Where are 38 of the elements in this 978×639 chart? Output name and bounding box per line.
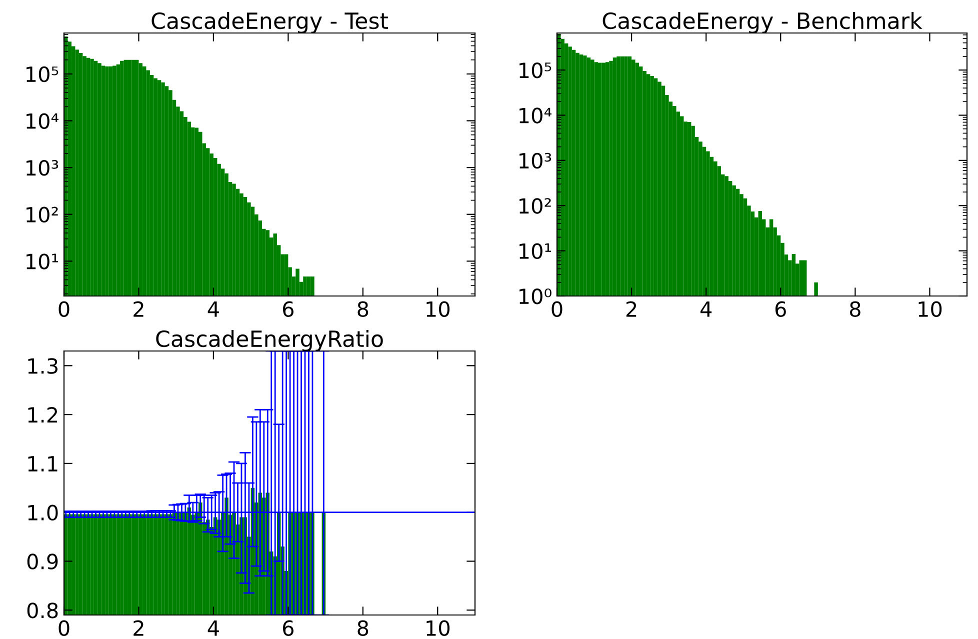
y-tick-label: 10¹	[520, 243, 551, 260]
y-tick-label: 0.8	[27, 602, 58, 618]
x-tick-label: 8	[358, 620, 368, 636]
x-tick-label: 6	[283, 620, 294, 636]
x-tick-label: 0	[552, 301, 562, 317]
chart-title: CascadeEnergyRatio	[156, 330, 383, 352]
y-tick-label: 1.0	[28, 504, 58, 521]
x-tick-label: 6	[283, 301, 294, 317]
x-tick-label: 10	[426, 620, 450, 636]
x-tick-label: 8	[358, 301, 368, 317]
y-tick-label: 10⁰	[520, 288, 552, 304]
x-tick-label: 4	[700, 302, 712, 317]
y-tick-label: 10⁴	[26, 113, 58, 129]
y-tick-label: 1.1	[28, 456, 58, 472]
x-tick-label: 0	[58, 620, 70, 636]
x-tick-label: 8	[850, 301, 860, 317]
x-tick-label: 2	[134, 620, 144, 636]
y-tick-label: 10⁵	[26, 66, 58, 82]
y-tick-label: 0.9	[27, 554, 58, 570]
y-tick-label: 10³	[26, 160, 58, 176]
x-tick-label: 4	[208, 620, 219, 636]
y-tick-label: 10²	[26, 206, 58, 223]
x-tick-label: 6	[775, 301, 786, 317]
x-tick-label: 4	[208, 302, 219, 317]
x-tick-label: 2	[626, 301, 636, 317]
y-tick-label: 1.3	[28, 358, 58, 374]
y-tick-label: 10¹	[26, 254, 58, 270]
x-tick-label: 2	[134, 301, 144, 317]
x-tick-label: 0	[58, 301, 70, 317]
chart-title: CascadeEnergy - Test	[152, 12, 388, 34]
y-tick-label: 10⁵	[520, 62, 552, 78]
x-tick-label: 10	[918, 301, 942, 317]
y-tick-label: 10³	[520, 152, 552, 169]
y-tick-label: 10⁴	[520, 108, 552, 124]
x-tick-label: 10	[426, 301, 450, 317]
chart-title: CascadeEnergy - Benchmark	[602, 12, 922, 34]
y-tick-label: 10²	[520, 198, 551, 214]
y-tick-label: 1.2	[28, 407, 58, 422]
